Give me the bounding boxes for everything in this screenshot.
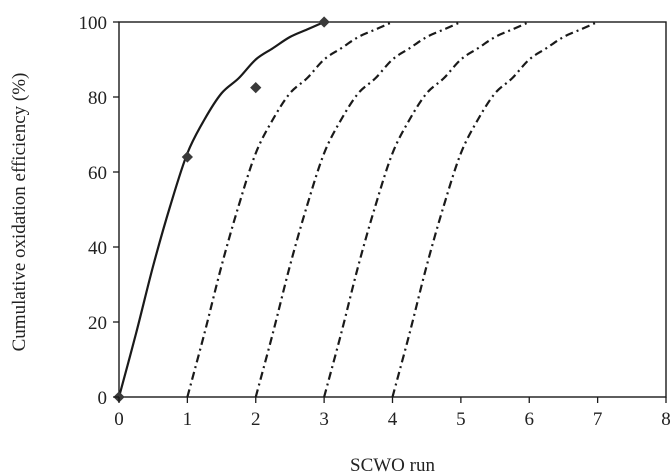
data-point-marker-4 [318, 16, 330, 28]
y-tick-label-60: 60 [88, 163, 107, 184]
y-tick-label-20: 20 [88, 313, 107, 334]
y-tick-label-0: 0 [98, 388, 108, 409]
data-point-marker-3 [250, 82, 262, 94]
plot-area [118, 21, 667, 398]
series-line-1 [117, 20, 325, 398]
x-tick-label-3: 3 [319, 409, 329, 430]
series-line-5 [391, 20, 599, 398]
data-point-marker-2 [181, 151, 193, 163]
x-tick-label-8: 8 [661, 409, 671, 430]
series-line-4 [323, 20, 530, 398]
x-tick-label-5: 5 [456, 409, 466, 430]
series-layer [117, 20, 599, 398]
x-tick-label-1: 1 [183, 409, 193, 430]
y-tick-label-40: 40 [88, 238, 107, 259]
x-axis-title: SCWO run [350, 455, 435, 476]
x-tick-label-0: 0 [114, 409, 124, 430]
y-tick-label-80: 80 [88, 88, 107, 109]
y-tick-label-100: 100 [79, 13, 108, 34]
x-tick-label-6: 6 [525, 409, 535, 430]
series-line-2 [186, 20, 393, 398]
x-tick-label-4: 4 [388, 409, 398, 430]
x-tick-label-2: 2 [251, 409, 261, 430]
series-line-3 [254, 20, 462, 398]
x-tick-label-7: 7 [593, 409, 603, 430]
y-axis-title: Cumulative oxidation efficiency (%) [9, 73, 30, 352]
